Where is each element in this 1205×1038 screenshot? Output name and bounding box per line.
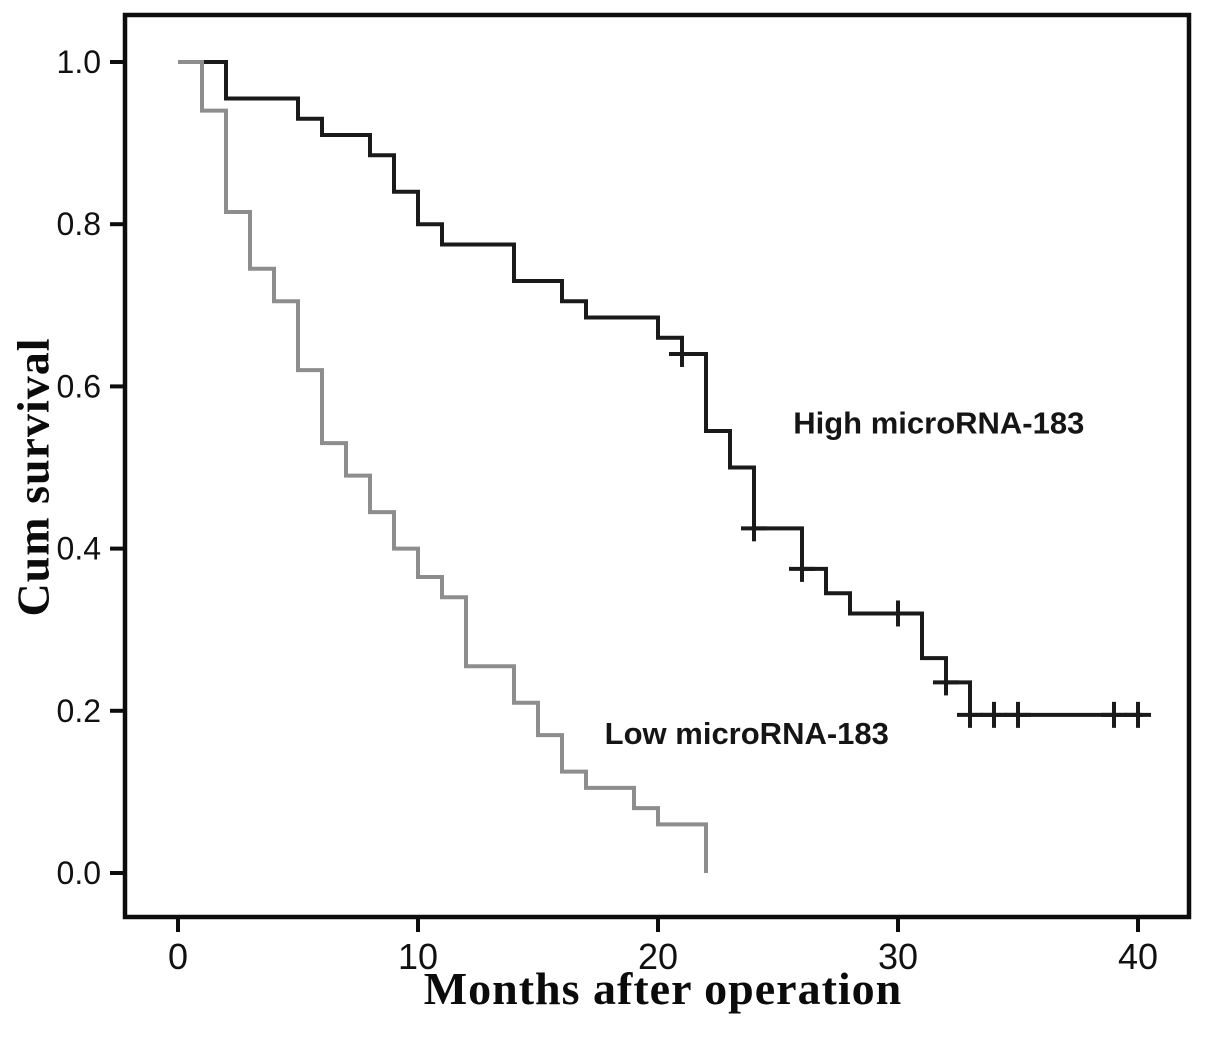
plot-border: [122, 12, 1192, 920]
y-axis-tick-label: 1.0: [57, 44, 101, 80]
x-axis-tick-label: 30: [878, 936, 918, 977]
y-axis-title: Cum survival: [7, 337, 59, 617]
y-axis-tick-label: 0.2: [57, 693, 101, 729]
survival-curve-low-microrna-183: [178, 60, 708, 873]
y-axis-tick-label: 0.8: [57, 206, 101, 242]
y-axis-tick-label: 0.6: [57, 368, 101, 404]
x-axis-tick-label: 40: [1118, 936, 1158, 977]
curve-label-high-microrna-183: High microRNA-183: [793, 405, 1084, 440]
x-axis-tick-label: 10: [398, 936, 438, 977]
curve-label-low-microrna-183: Low microRNA-183: [605, 716, 889, 751]
x-axis-tick-label: 20: [638, 936, 678, 977]
survival-curve-high-microrna-183: [178, 60, 1143, 717]
y-axis-tick-label: 0.0: [57, 855, 101, 891]
x-axis-title: Months after operation: [423, 963, 903, 1014]
x-axis-tick-label: 0: [168, 936, 188, 977]
y-axis-tick-label: 0.4: [57, 531, 101, 567]
